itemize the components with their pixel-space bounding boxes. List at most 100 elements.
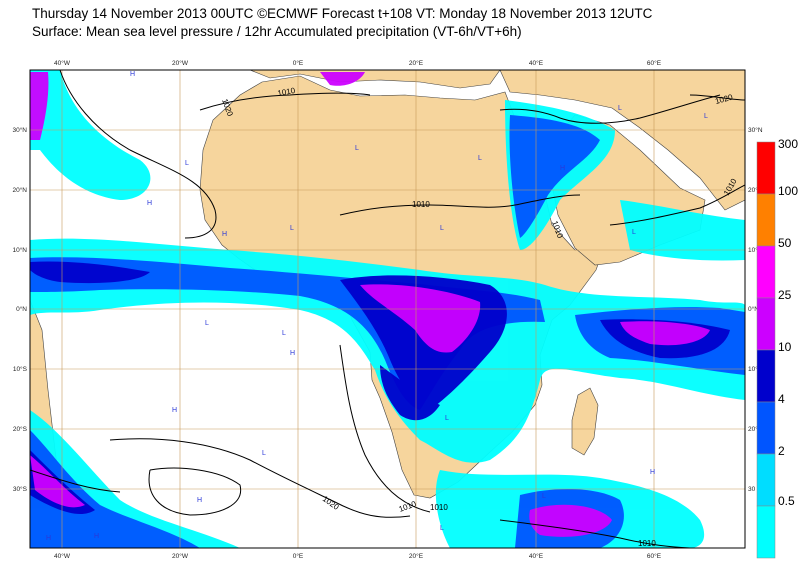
legend-label: 300 xyxy=(778,137,799,151)
lat-tick-right: 10°N xyxy=(748,246,763,254)
precip-south-magenta xyxy=(529,504,612,537)
pressure-centre: L xyxy=(478,155,482,162)
landmass-madagascar xyxy=(571,387,599,456)
pressure-centre: H xyxy=(94,533,99,540)
legend-swatch xyxy=(756,349,776,403)
isobar-1010-mideast xyxy=(499,94,721,124)
precip-indian-cyan xyxy=(620,200,745,261)
pressure-centre: H xyxy=(290,350,295,357)
precip-legend xyxy=(756,141,776,559)
lon-tick-bottom: 20°E xyxy=(409,552,424,560)
isobar-1010-india xyxy=(609,184,745,226)
lon-tick-top: 60°E xyxy=(647,59,662,67)
legend-label: 100 xyxy=(778,184,799,198)
precip-med-magenta xyxy=(320,72,365,86)
lat-tick-left: 30°N xyxy=(12,126,27,134)
legend-swatch xyxy=(756,245,776,299)
lat-tick-right: 30°N xyxy=(748,126,763,134)
lon-tick-bottom: 40°W xyxy=(54,552,71,560)
lat-tick-left: 0°N xyxy=(16,305,27,313)
precip-sa-darkblue xyxy=(30,450,95,515)
isobar-1010-southeast xyxy=(499,519,691,548)
pressure-centre: H xyxy=(560,165,565,172)
legend-label: 4 xyxy=(778,392,785,406)
pressure-centre: H xyxy=(172,407,177,414)
isobar-1020-high xyxy=(148,467,242,516)
pressure-centre: L xyxy=(440,225,444,232)
pressure-centre: L xyxy=(290,225,294,232)
lat-tick-left: 10°S xyxy=(13,365,28,373)
lat-tick-right: 20°S xyxy=(748,425,763,433)
lon-tick-top: 20°E xyxy=(409,59,424,67)
lat-tick-right: 10°S xyxy=(748,365,763,373)
legend-label: 2 xyxy=(778,444,785,458)
pressure-centre: L xyxy=(205,320,209,327)
lon-tick-top: 20°W xyxy=(172,59,189,67)
pressure-centre: L xyxy=(618,105,622,112)
pressure-centre: L xyxy=(185,160,189,167)
isobar-1020-south-atlantic xyxy=(109,438,411,518)
legend-swatch xyxy=(756,297,776,351)
lon-tick-top: 40°E xyxy=(529,59,544,67)
pressure-centre: H xyxy=(147,200,152,207)
lat-tick-left: 20°N xyxy=(12,186,27,194)
isobar-1010-north xyxy=(199,92,371,111)
isobar-1020-atlantic xyxy=(59,70,217,239)
pressure-centre: L xyxy=(262,450,266,457)
isobar-label: 1010 xyxy=(638,539,656,548)
legend-label: 0.5 xyxy=(778,494,795,508)
legend-swatch xyxy=(756,141,776,195)
pressure-centre: L xyxy=(632,229,636,236)
lon-tick-top: 40°W xyxy=(54,59,71,67)
precip-atlantic-darkblue xyxy=(30,261,150,284)
legend-label: 25 xyxy=(778,288,792,302)
graticule xyxy=(30,70,745,548)
lon-tick-bottom: 60°E xyxy=(647,552,662,560)
lat-tick-left: 20°S xyxy=(13,425,28,433)
landmass-europe xyxy=(249,70,501,89)
lat-tick-right: 20°N xyxy=(748,186,763,194)
pressure-centre: L xyxy=(355,145,359,152)
pressure-centre: H xyxy=(46,535,51,542)
chart-subtitle: Surface: Mean sea level pressure / 12hr … xyxy=(32,24,522,39)
chart-title: Thursday 14 November 2013 00UTC ©ECMWF F… xyxy=(32,6,653,21)
precip-north-magenta xyxy=(30,72,49,140)
lon-tick-bottom: 20°W xyxy=(172,552,189,560)
isobar-label: 1010 xyxy=(277,86,297,98)
isobar-1020-east xyxy=(689,94,745,101)
lat-tick-right: 0°N xyxy=(748,305,759,313)
precip-red-sea-blue xyxy=(509,115,600,238)
pressure-centre: L xyxy=(282,330,286,337)
pressure-centre: L xyxy=(542,493,546,500)
pressure-centre: H xyxy=(197,497,202,504)
isobar-label: 1010 xyxy=(412,200,430,209)
legend-swatch xyxy=(756,401,776,455)
lat-tick-right: 30 xyxy=(748,486,756,493)
lon-tick-top: 0°E xyxy=(293,59,304,67)
precip-zambia-darkblue xyxy=(380,365,440,421)
pressure-centre: L xyxy=(440,525,444,532)
isobar-label: 1010 xyxy=(430,503,448,512)
pressure-centre: L xyxy=(445,415,449,422)
pressure-centre: H xyxy=(650,469,655,476)
legend-swatch xyxy=(756,453,776,507)
map-frame xyxy=(29,69,746,549)
precip-sa-blue xyxy=(30,430,200,548)
legend-swatch xyxy=(756,193,776,247)
lon-tick-bottom: 0°E xyxy=(293,552,304,560)
lat-tick-left: 30°S xyxy=(13,485,28,493)
precip-indian-magenta xyxy=(620,321,710,346)
pressure-centre: H xyxy=(130,71,135,78)
pressure-centre: H xyxy=(222,231,227,238)
precip-congo-magenta xyxy=(360,284,481,353)
lon-tick-bottom: 40°E xyxy=(529,552,544,560)
precip-north-atlantic-cyan xyxy=(30,70,151,200)
isobar-1010-sa xyxy=(30,469,121,493)
isobar-1010-sahara xyxy=(339,194,581,216)
precip-sa-magenta xyxy=(30,455,85,508)
legend-label: 10 xyxy=(778,340,792,354)
legend-swatch xyxy=(756,505,776,559)
pressure-centre: L xyxy=(704,113,708,120)
lat-tick-left: 10°N xyxy=(12,246,27,254)
